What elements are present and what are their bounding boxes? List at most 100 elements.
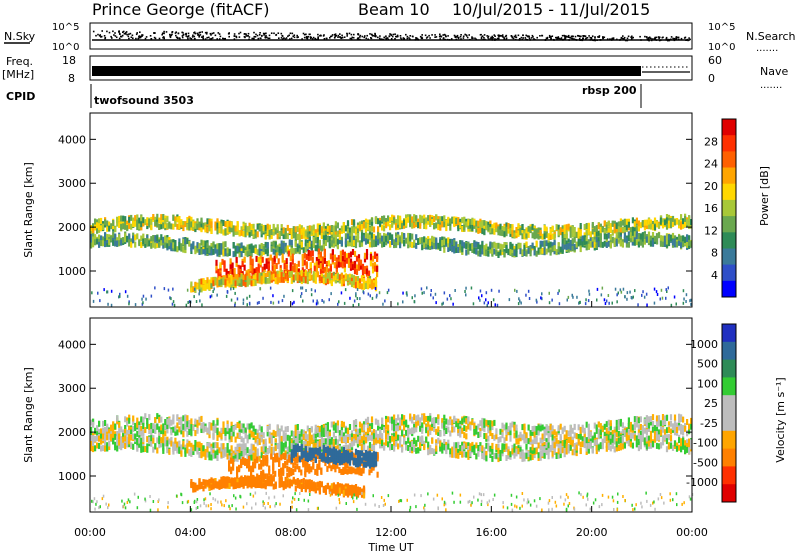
heatmap-cell xyxy=(419,417,421,423)
heatmap-cell xyxy=(99,299,101,302)
heatmap-cell xyxy=(495,428,497,434)
heatmap-cell xyxy=(322,264,324,270)
heatmap-cell xyxy=(395,242,397,248)
nsky-point xyxy=(188,36,190,38)
nsky-point xyxy=(649,37,651,39)
heatmap-cell xyxy=(352,264,354,270)
nsky-point xyxy=(468,34,470,36)
heatmap-cell xyxy=(208,225,210,231)
heatmap-cell xyxy=(461,428,463,434)
heatmap-cell xyxy=(596,242,598,248)
heatmap-cell xyxy=(413,240,415,246)
heatmap-cell xyxy=(413,427,415,433)
heatmap-cell xyxy=(365,419,367,425)
heatmap-cell xyxy=(662,297,664,300)
heatmap-cell xyxy=(342,256,344,262)
nsky-point xyxy=(297,36,299,38)
heatmap-cell xyxy=(465,418,467,424)
nsky-point xyxy=(460,36,462,38)
heatmap-cell xyxy=(421,216,423,222)
heatmap-cell xyxy=(281,241,283,247)
heatmap-cell xyxy=(483,220,485,226)
heatmap-cell xyxy=(273,302,275,305)
heatmap-cell xyxy=(405,420,407,426)
heatmap-cell xyxy=(218,249,220,255)
nsky-point xyxy=(628,36,630,38)
heatmap-cell xyxy=(568,431,570,437)
heatmap-cell xyxy=(144,413,146,419)
heatmap-cell xyxy=(676,219,678,225)
heatmap-cell xyxy=(269,272,271,278)
heatmap-cell xyxy=(194,223,196,229)
heatmap-cell xyxy=(241,279,243,285)
heatmap-cell xyxy=(184,420,186,426)
heatmap-cell xyxy=(419,426,421,432)
nsky-point xyxy=(503,37,505,39)
heatmap-cell xyxy=(477,432,479,438)
heatmap-cell xyxy=(307,426,309,432)
nsky-point xyxy=(346,35,348,37)
heatmap-cell xyxy=(253,247,255,253)
heatmap-cell xyxy=(222,250,224,256)
heatmap-cell xyxy=(156,424,158,430)
heatmap-cell xyxy=(302,287,304,290)
y-tick-label: 1000 xyxy=(58,265,86,278)
colorbar-tick-label: 20 xyxy=(704,180,718,193)
heatmap-cell xyxy=(269,432,271,438)
heatmap-cell xyxy=(666,217,668,223)
heatmap-cell xyxy=(588,299,590,302)
heatmap-cell xyxy=(444,291,446,294)
heatmap-cell xyxy=(94,445,96,451)
heatmap-cell xyxy=(311,293,313,296)
nsky-point xyxy=(492,37,494,39)
nsky-point xyxy=(317,36,319,38)
heatmap-cell xyxy=(258,301,260,304)
heatmap-cell xyxy=(212,290,214,293)
heatmap-cell xyxy=(370,254,372,260)
heatmap-cell xyxy=(525,251,527,257)
nsky-point xyxy=(639,36,641,38)
heatmap-cell xyxy=(251,431,253,437)
heatmap-cell xyxy=(349,277,351,283)
heatmap-cell xyxy=(556,249,558,255)
heatmap-cell xyxy=(656,233,658,239)
nsky-point xyxy=(415,37,417,39)
heatmap-cell xyxy=(634,231,636,237)
heatmap-cell xyxy=(289,435,291,441)
nsky-point xyxy=(622,35,624,37)
heatmap-cell xyxy=(305,240,307,246)
heatmap-cell xyxy=(383,215,385,221)
heatmap-cell xyxy=(433,243,435,249)
heatmap-cell xyxy=(349,297,351,300)
nsky-point xyxy=(658,38,660,40)
heatmap-cell xyxy=(660,235,662,241)
heatmap-cell xyxy=(559,302,561,305)
nsky-point xyxy=(334,36,336,38)
heatmap-cell xyxy=(190,424,192,430)
heatmap-cell xyxy=(302,261,304,267)
heatmap-cell xyxy=(287,275,289,281)
nave-tick-bottom: 0 xyxy=(708,72,715,85)
heatmap-cell xyxy=(357,297,359,300)
heatmap-cell xyxy=(267,243,269,249)
heatmap-cell xyxy=(536,241,538,247)
heatmap-cell xyxy=(329,275,331,281)
colorbar-segment xyxy=(722,216,736,233)
heatmap-cell xyxy=(618,431,620,437)
heatmap-cell xyxy=(178,426,180,432)
heatmap-cell xyxy=(96,435,98,441)
nsky-point xyxy=(588,35,590,37)
heatmap-cell xyxy=(646,304,648,307)
heatmap-cell xyxy=(342,250,344,256)
heatmap-cell xyxy=(683,289,685,292)
heatmap-cell xyxy=(579,301,581,304)
heatmap-cell xyxy=(216,428,218,434)
heatmap-cell xyxy=(405,238,407,244)
heatmap-cell xyxy=(658,232,660,238)
heatmap-cell xyxy=(409,233,411,239)
heatmap-cell xyxy=(528,290,530,293)
heatmap-cell xyxy=(138,224,140,230)
heatmap-cell xyxy=(367,224,369,230)
heatmap-cell xyxy=(580,246,582,252)
heatmap-cell xyxy=(97,292,99,295)
